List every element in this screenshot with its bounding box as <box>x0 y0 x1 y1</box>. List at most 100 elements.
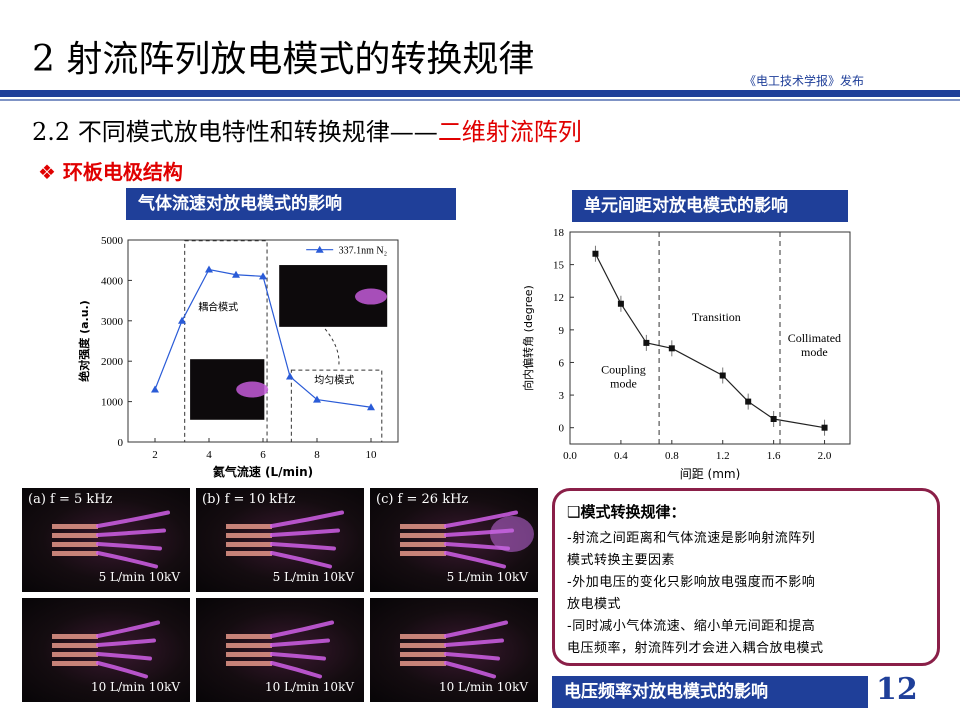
electrode-tube <box>52 551 98 556</box>
plasma-plume <box>270 510 344 528</box>
coupling-region-box <box>184 240 268 443</box>
y-tick-label: 2000 <box>101 356 124 368</box>
rules-line: -外加电压的变化只影响放电强度而不影响 <box>567 575 816 590</box>
flow-data-point <box>151 385 159 393</box>
collimated-mode-annotation: Collimated mode <box>788 331 841 359</box>
header-rule-thin <box>0 99 960 101</box>
mode-transition-arrow <box>324 328 340 368</box>
bullet-line: ❖ 环板电极结构 <box>38 156 183 185</box>
spacing-data-point <box>821 424 828 431</box>
plasma-plume <box>96 551 158 569</box>
plasma-plume <box>270 661 322 679</box>
x-tick-label: 6 <box>260 449 266 461</box>
bullet-text: 环板电极结构 <box>62 160 183 184</box>
spacing-data-point <box>668 345 675 352</box>
electrode-tube <box>400 524 446 529</box>
electrode-tube <box>226 524 272 529</box>
rules-line: 电压频率，射流阵列才会进入耦合放电模式 <box>567 641 824 656</box>
flow-series-line <box>154 268 372 408</box>
electrode-tube <box>226 533 272 538</box>
x-tick-label: 1.6 <box>767 450 781 462</box>
electrode-tube <box>400 643 446 648</box>
y-tick-label: 4000 <box>101 275 124 287</box>
jet-array-drawing <box>52 620 160 679</box>
rules-line: 放电模式 <box>567 597 622 612</box>
plasma-plume <box>270 551 332 569</box>
photo-condition: 10 L/min 10kV <box>90 680 180 694</box>
x-tick-label: 4 <box>206 449 212 461</box>
y-tick-label: 0 <box>118 437 124 449</box>
plasma-plume <box>96 652 152 661</box>
photo-condition: 10 L/min 10kV <box>264 680 354 694</box>
rules-line: -射流之间距离和气体流速是影响射流阵列 <box>567 531 816 546</box>
rules-line: 模式转换主要因素 <box>567 553 676 568</box>
plasma-plume <box>444 652 500 661</box>
discharge-photo: (a) f = 5 kHz 5 L/min 10kV <box>22 488 190 592</box>
coupling-mode-label: 耦合模式 <box>198 301 238 314</box>
spacing-x-axis-label: 间距 (mm) <box>680 467 741 481</box>
rules-line: -同时减小气体流速、缩小单元间距和提高 <box>567 619 816 634</box>
electrode-tube <box>400 661 446 666</box>
photo-label: (b) f = 10 kHz <box>202 492 296 507</box>
discharge-photo: (b) f = 10 kHz 5 L/min 10kV <box>196 488 364 592</box>
electrode-tube <box>226 661 272 666</box>
slide-title: 2 射流阵列放电模式的转换规律 <box>32 39 535 80</box>
discharge-photo: 10 L/min 10kV <box>22 598 190 702</box>
flow-data-point <box>367 403 375 411</box>
spacing-data-point <box>643 339 650 346</box>
flow-data-point <box>286 372 294 380</box>
y-tick-label: 0 <box>559 423 565 435</box>
discharge-photo: 10 L/min 10kV <box>370 598 538 702</box>
electrode-tube <box>226 542 272 547</box>
x-tick-label: 1.2 <box>716 450 730 462</box>
electrode-tube <box>52 661 98 666</box>
x-tick-label: 2 <box>152 449 158 461</box>
y-tick-label: 15 <box>553 260 565 272</box>
spacing-tag: 单元间距对放电模式的影响 <box>572 190 848 222</box>
flow-x-axis-label: 氦气流速 (L/min) <box>213 464 313 479</box>
electrode-tube <box>52 652 98 657</box>
transition-annotation: Transition <box>692 310 741 324</box>
x-tick-label: 0.0 <box>563 450 577 462</box>
uniform-plume <box>355 288 387 305</box>
legend-label: 337.1nm N₂ <box>339 246 388 257</box>
discharge-photo: (c) f = 26 kHz 5 L/min 10kV <box>370 488 538 592</box>
x-tick-label: 10 <box>366 449 378 461</box>
electrode-tube <box>226 643 272 648</box>
spacing-data-point <box>592 250 599 257</box>
x-tick-label: 8 <box>314 449 320 461</box>
y-tick-label: 12 <box>553 292 564 304</box>
electrode-tube <box>400 542 446 547</box>
spacing-y-axis-label: 向内偏转角 (degree) <box>521 285 535 391</box>
plasma-plume <box>96 510 170 528</box>
flow-data-point <box>259 272 267 280</box>
plasma-plume <box>270 542 336 551</box>
spacing-plot-frame <box>569 231 851 445</box>
plasma-plume <box>270 620 334 638</box>
plasma-plume <box>96 638 156 647</box>
plasma-plume <box>444 620 508 638</box>
jet-array-drawing <box>226 510 344 569</box>
photo-condition: 5 L/min 10kV <box>98 570 180 584</box>
plasma-plume <box>444 661 496 679</box>
plasma-plume <box>96 528 166 537</box>
electrode-tube <box>400 652 446 657</box>
flow-y-axis-label: 绝对强度 (a.u.) <box>77 300 91 382</box>
electrode-tube <box>52 533 98 538</box>
section-text: 不同模式放电特性和转换规律—— <box>77 118 438 146</box>
plasma-plume <box>96 542 162 551</box>
uniform-region-box <box>290 369 383 443</box>
discharge-photo: 10 L/min 10kV <box>196 598 364 702</box>
x-tick-label: 0.4 <box>614 450 628 462</box>
flow-tag: 气体流速对放电模式的影响 <box>126 188 456 220</box>
header-rule <box>0 90 960 97</box>
photo-condition: 5 L/min 10kV <box>446 570 528 584</box>
electrode-tube <box>52 634 98 639</box>
plasma-plume <box>96 620 160 638</box>
plasma-plume <box>444 551 506 569</box>
page-number: 12 <box>876 672 918 707</box>
rules-heading: ❑模式转换规律： <box>567 503 686 521</box>
flow-data-point <box>313 395 321 403</box>
y-tick-label: 3000 <box>101 316 124 328</box>
spacing-chart: 0.0 0.4 0.8 1.2 1.6 2.0 0 3 6 9 12 15 18 Coupling mod… <box>521 227 851 481</box>
